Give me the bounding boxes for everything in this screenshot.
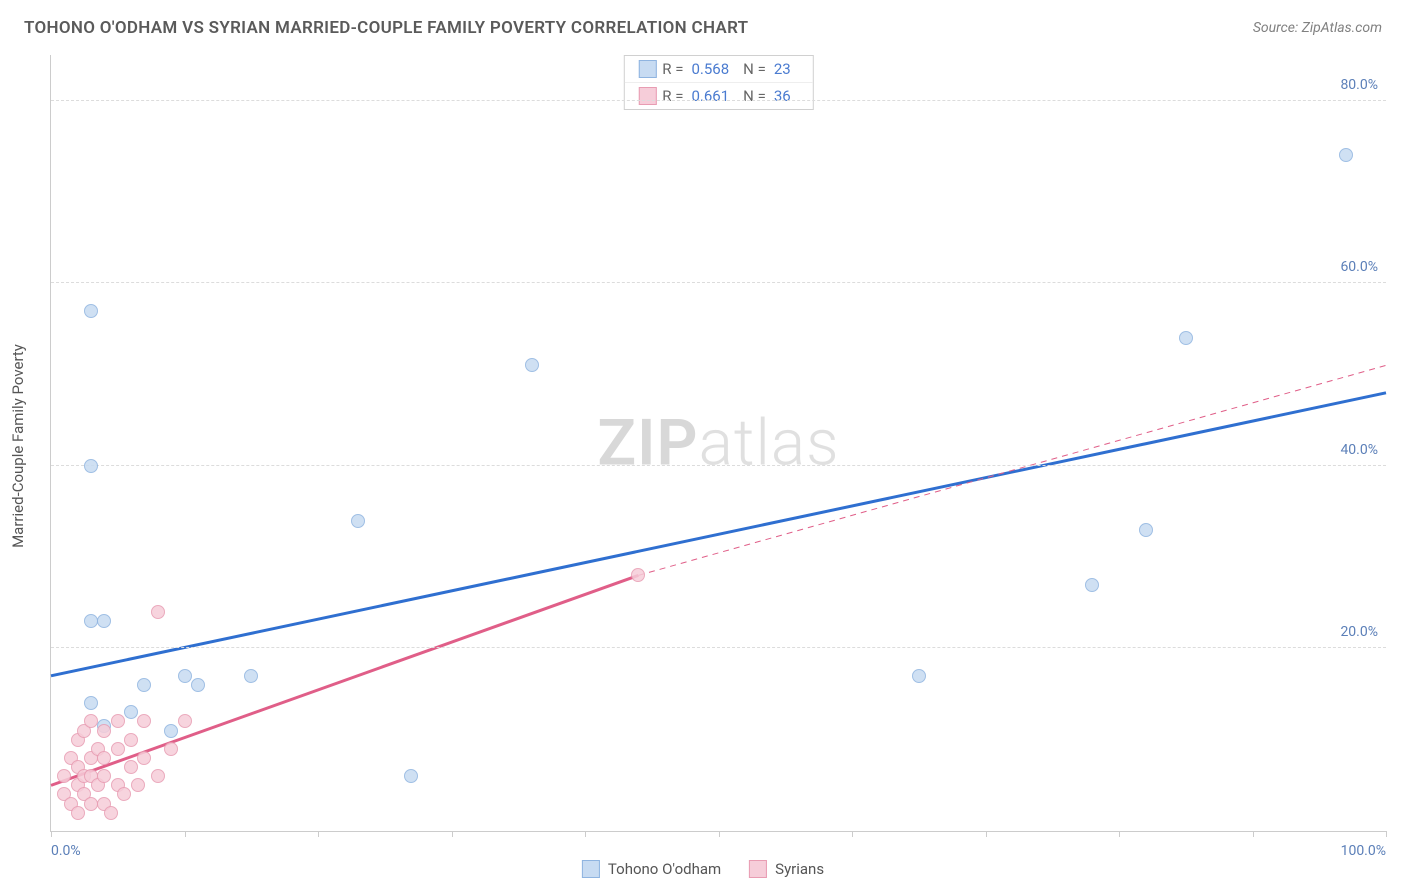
x-tick <box>1119 831 1120 837</box>
legend-swatch <box>638 60 656 78</box>
data-point-tohono <box>84 304 98 318</box>
x-tick-label: 0.0% <box>51 843 81 859</box>
data-point-syrians <box>57 769 71 783</box>
watermark: ZIPatlas <box>597 406 839 481</box>
legend-r-value: 0.568 <box>691 60 729 78</box>
data-point-syrians <box>151 769 165 783</box>
data-point-syrians <box>111 714 125 728</box>
x-tick <box>185 831 186 837</box>
data-point-syrians <box>104 806 118 820</box>
legend-row-syrians: R = 0.661 N = 36 <box>624 82 812 109</box>
data-point-tohono <box>84 696 98 710</box>
source-attribution: Source: ZipAtlas.com <box>1253 20 1382 36</box>
x-tick <box>852 831 853 837</box>
data-point-tohono <box>1179 331 1193 345</box>
data-point-syrians <box>97 751 111 765</box>
data-point-syrians <box>97 724 111 738</box>
series-label: Syrians <box>775 860 824 878</box>
x-tick-label: 100.0% <box>1341 843 1386 859</box>
x-tick <box>986 831 987 837</box>
series-legend-item-syrians: Syrians <box>749 860 824 878</box>
gridline <box>51 647 1386 648</box>
data-point-tohono <box>164 724 178 738</box>
data-point-tohono <box>84 459 98 473</box>
y-axis-label: Married-Couple Family Poverty <box>9 344 27 548</box>
data-point-syrians <box>137 714 151 728</box>
legend-r-label: R = <box>662 87 683 105</box>
data-point-syrians <box>151 605 165 619</box>
x-tick <box>585 831 586 837</box>
data-point-tohono <box>124 705 138 719</box>
legend-swatch <box>582 860 600 878</box>
data-point-syrians <box>124 733 138 747</box>
data-point-tohono <box>97 614 111 628</box>
legend-n-value: 23 <box>774 60 791 78</box>
data-point-syrians <box>137 751 151 765</box>
x-tick <box>1253 831 1254 837</box>
gridline <box>51 282 1386 283</box>
data-point-tohono <box>404 769 418 783</box>
data-point-syrians <box>84 714 98 728</box>
x-tick <box>1386 831 1387 837</box>
legend-n-label: N = <box>743 60 766 78</box>
y-tick-label: 80.0% <box>1340 77 1378 93</box>
data-point-syrians <box>84 797 98 811</box>
legend-n-label: N = <box>743 87 766 105</box>
data-point-tohono <box>178 669 192 683</box>
y-tick-label: 40.0% <box>1340 442 1378 458</box>
legend-row-tohono: R = 0.568 N = 23 <box>624 56 812 82</box>
legend-n-value: 36 <box>774 87 791 105</box>
data-point-syrians <box>131 778 145 792</box>
gridline <box>51 100 1386 101</box>
legend-r-value: 0.661 <box>691 87 729 105</box>
trend-lines <box>51 55 1386 831</box>
data-point-syrians <box>111 742 125 756</box>
series-label: Tohono O'odham <box>608 860 721 878</box>
data-point-syrians <box>178 714 192 728</box>
chart-title: TOHONO O'ODHAM VS SYRIAN MARRIED-COUPLE … <box>24 18 748 38</box>
data-point-tohono <box>244 669 258 683</box>
data-point-tohono <box>525 358 539 372</box>
data-point-syrians <box>631 568 645 582</box>
series-legend-item-tohono: Tohono O'odham <box>582 860 721 878</box>
data-point-tohono <box>84 614 98 628</box>
data-point-tohono <box>351 514 365 528</box>
legend-swatch <box>749 860 767 878</box>
data-point-syrians <box>164 742 178 756</box>
data-point-syrians <box>97 769 111 783</box>
data-point-tohono <box>1139 523 1153 537</box>
x-tick <box>318 831 319 837</box>
data-point-syrians <box>71 806 85 820</box>
legend-r-label: R = <box>662 60 683 78</box>
data-point-tohono <box>137 678 151 692</box>
x-tick <box>51 831 52 837</box>
data-point-syrians <box>117 787 131 801</box>
gridline <box>51 465 1386 466</box>
y-tick-label: 60.0% <box>1340 259 1378 275</box>
legend-swatch <box>638 87 656 105</box>
x-tick <box>452 831 453 837</box>
data-point-tohono <box>1085 578 1099 592</box>
data-point-tohono <box>1339 148 1353 162</box>
series-legend: Tohono O'odham Syrians <box>582 860 824 878</box>
x-tick <box>719 831 720 837</box>
data-point-tohono <box>912 669 926 683</box>
data-point-syrians <box>124 760 138 774</box>
stats-legend: R = 0.568 N = 23 R = 0.661 N = 36 <box>623 55 813 110</box>
data-point-tohono <box>191 678 205 692</box>
scatter-chart: ZIPatlas R = 0.568 N = 23 R = 0.661 N = 36 20.0… <box>50 55 1386 832</box>
y-tick-label: 20.0% <box>1340 624 1378 640</box>
